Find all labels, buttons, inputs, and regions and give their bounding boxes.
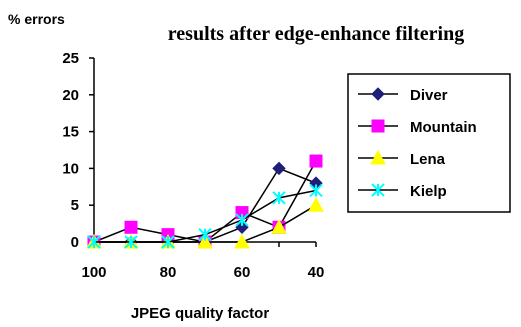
data-point-kielp — [272, 191, 286, 205]
data-point-kielp — [87, 235, 101, 249]
legend-label-lena: Lena — [410, 151, 446, 168]
legend-label-kielp: Kielp — [410, 183, 447, 200]
y-tick-label: 5 — [71, 197, 79, 214]
data-point-kielp — [235, 213, 249, 227]
data-point-kielp — [198, 227, 212, 242]
data-point-kielp — [124, 235, 138, 249]
legend-label-diver: Diver — [410, 87, 448, 104]
y-axis-label: % errors — [8, 11, 65, 27]
x-tick-label: 60 — [234, 264, 251, 281]
y-tick-label: 25 — [62, 50, 79, 67]
data-point-lena — [308, 197, 324, 212]
y-tick-label: 10 — [62, 160, 79, 177]
data-point-mountain — [309, 154, 323, 168]
x-tick-label: 100 — [81, 264, 106, 281]
y-tick-label: 20 — [62, 87, 79, 104]
data-point-lena — [271, 219, 287, 234]
plot-area: 0 5 10 15 20 25 100 80 60 40 — [62, 50, 324, 281]
data-point-lena — [234, 233, 250, 249]
legend: Diver Mountain Lena Kielp — [347, 73, 511, 213]
x-tick-label: 40 — [308, 264, 325, 281]
y-tick-label: 15 — [62, 124, 79, 141]
y-tick-label: 0 — [71, 234, 79, 251]
data-point-kielp — [309, 183, 323, 198]
x-tick-label: 80 — [160, 264, 177, 281]
chart-title: results after edge-enhance filtering — [168, 23, 464, 45]
legend-marker-kielp — [371, 183, 385, 197]
data-point-mountain — [124, 220, 138, 234]
x-axis-label: JPEG quality factor — [131, 305, 270, 322]
legend-marker-diver — [371, 87, 385, 101]
data-point-kielp — [161, 235, 175, 249]
legend-label-mountain: Mountain — [410, 119, 477, 136]
legend-marker-mountain — [371, 119, 385, 133]
data-point-lena — [197, 233, 213, 249]
legend-marker-lena — [370, 149, 386, 165]
data-point-diver — [272, 161, 286, 176]
